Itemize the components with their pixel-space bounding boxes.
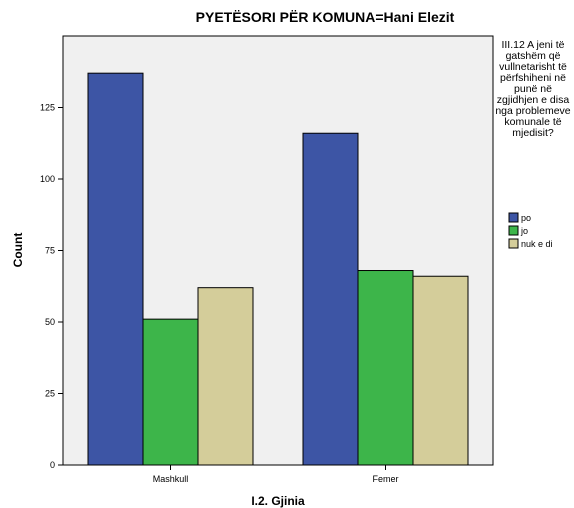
legend-label: nuk e di	[521, 239, 553, 249]
bar-po-mashkull	[87, 72, 144, 466]
x-tick-label: Femer	[372, 474, 398, 484]
bar-jo-femer	[357, 270, 414, 466]
y-axis-title: Count	[11, 233, 25, 268]
legend-label: po	[521, 213, 531, 223]
y-tick-label: 100	[40, 174, 55, 184]
chart-title: PYETËSORI PËR KOMUNA=Hani Elezit	[196, 9, 455, 25]
legend: po jo nuk e di	[508, 212, 553, 249]
x-tick-label: Mashkull	[153, 474, 189, 484]
x-axis-title: I.2. Gjinia	[251, 494, 305, 508]
y-tick-label: 75	[45, 246, 55, 256]
legend-title: III.12 A jeni të gatshëm që vullnetarish…	[495, 39, 571, 139]
bar-nuk-e-di-femer	[412, 275, 469, 466]
y-tick-label: 50	[45, 317, 55, 327]
y-tick-label: 0	[50, 460, 55, 470]
bars	[87, 72, 469, 466]
legend-swatch	[508, 225, 519, 236]
bar-jo-mashkull	[142, 318, 199, 466]
y-axis: 0 25 50 75 100 125	[40, 36, 64, 470]
bar-po-femer	[302, 132, 359, 466]
legend-swatch	[508, 212, 519, 223]
y-tick-label: 25	[45, 389, 55, 399]
bar-nuk-e-di-mashkull	[197, 287, 254, 466]
y-tick-label: 125	[40, 103, 55, 113]
x-axis: Mashkull Femer	[63, 464, 493, 484]
legend-swatch	[508, 238, 519, 249]
legend-label: jo	[520, 226, 528, 236]
